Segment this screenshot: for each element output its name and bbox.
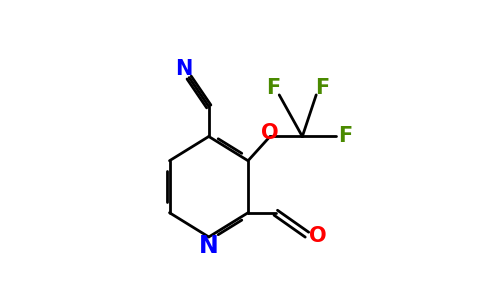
Text: O: O xyxy=(308,226,326,246)
Text: F: F xyxy=(266,78,281,98)
Text: F: F xyxy=(338,127,352,146)
Text: N: N xyxy=(199,234,219,258)
Text: O: O xyxy=(261,123,279,143)
Text: N: N xyxy=(175,59,192,80)
Text: F: F xyxy=(315,78,329,98)
